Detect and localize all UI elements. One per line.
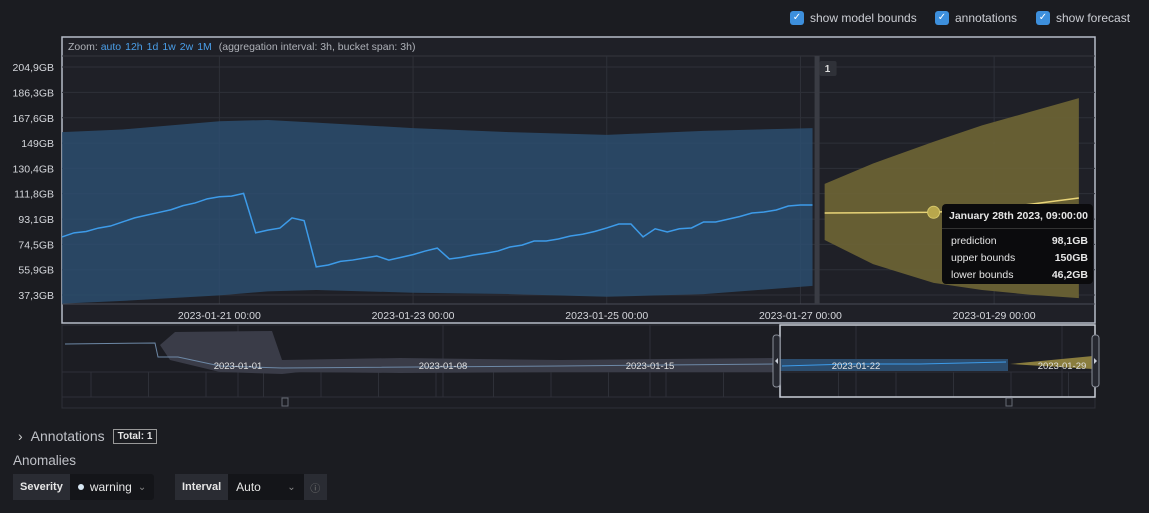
context-bounds-band — [160, 331, 775, 374]
context-x-tick-label: 2023-01-08 — [419, 361, 468, 372]
actual-line — [61, 192, 813, 268]
context-x-tick-label: 2023-01-29 — [1038, 361, 1087, 372]
interval-label: Interval — [175, 474, 229, 500]
anomalies-heading: Anomalies — [13, 453, 77, 468]
annotation-marker — [814, 56, 820, 304]
chevron-right-icon: › — [18, 428, 23, 444]
zoom-option-2w[interactable]: 2w — [179, 41, 194, 53]
annotation-label: 1 — [825, 64, 831, 75]
context-x-tick-label: 2023-01-01 — [214, 361, 263, 372]
forecast-hover-marker — [927, 205, 941, 219]
show-forecast-label: show forecast — [1056, 11, 1131, 25]
context-forecast-band — [1010, 356, 1093, 369]
caret-right-icon — [1094, 358, 1097, 364]
tooltip-row-upper: upper bounds 150GB — [942, 250, 1093, 267]
context-selected-line — [781, 361, 1007, 367]
tooltip-label: prediction — [951, 235, 997, 247]
zoom-option-1d[interactable]: 1d — [146, 41, 159, 53]
interval-select[interactable]: Interval Auto ⌄ ⓘ — [175, 474, 327, 500]
tooltip-value: 98,1GB — [1051, 235, 1088, 247]
show-forecast-checkbox[interactable]: ✓ show forecast — [1036, 11, 1130, 25]
tooltip-row-prediction: prediction 98,1GB — [942, 233, 1093, 250]
severity-dot-icon — [77, 484, 84, 490]
y-tick-label: 204,9GB — [13, 62, 54, 74]
checkbox-check-icon: ✓ — [1036, 11, 1050, 25]
tooltip-value: 150GB — [1054, 252, 1088, 264]
annotations-checkbox[interactable]: ✓ annotations — [935, 11, 1017, 25]
actual-series — [61, 192, 813, 268]
annotations-total-badge: Total: 1 — [112, 428, 158, 444]
y-tick-label: 37,3GB — [18, 290, 54, 302]
annotation-label-box — [819, 61, 837, 76]
zoom-option-12h[interactable]: 12h — [125, 41, 143, 53]
scroll-handle-right[interactable] — [1005, 397, 1013, 407]
checkbox-check-icon: ✓ — [935, 11, 949, 25]
zoom-option-1w[interactable]: 1w — [162, 41, 176, 53]
tooltip-row-lower: lower bounds 46,2GB — [942, 267, 1093, 284]
x-axis: 2023-01-21 00:00 2023-01-23 00:00 2023-01-… — [178, 310, 1036, 322]
model-bounds-area — [62, 119, 813, 304]
annotations-toggle[interactable]: › Annotations Total: 1 — [18, 428, 158, 444]
x-tick-label: 2023-01-21 00:00 — [178, 310, 261, 322]
tooltip-label: upper bounds — [951, 252, 1016, 264]
scroll-handle-left[interactable] — [281, 397, 289, 407]
context-series-line — [64, 342, 776, 369]
chevron-down-icon: ⌄ — [137, 481, 147, 493]
tooltip-label: lower bounds — [951, 269, 1014, 281]
x-tick-label: 2023-01-27 00:00 — [759, 310, 842, 322]
anomaly-chart[interactable]: 1 204,9GB 186,3GB 167,6GB 149GB 130,4GB 111,8… — [0, 0, 1149, 420]
checkbox-check-icon: ✓ — [790, 11, 804, 25]
context-chart[interactable]: 2023-01-01 2023-01-08 2023-01-15 2023-01-22… — [61, 324, 1100, 409]
y-tick-label: 149GB — [21, 138, 54, 150]
y-tick-label: 167,6GB — [13, 113, 54, 125]
annotations-label: annotations — [955, 11, 1018, 25]
caret-left-icon — [775, 358, 778, 364]
y-tick-label: 186,3GB — [13, 87, 54, 99]
severity-select[interactable]: Severity warning ⌄ — [13, 474, 154, 500]
y-tick-label: 74,5GB — [18, 239, 54, 251]
annotation[interactable]: 1 — [814, 56, 837, 304]
zoom-bar: Zoom: auto 12h 1d 1w 2w 1M (aggregation inter… — [68, 41, 415, 53]
x-tick-label: 2023-01-29 00:00 — [953, 310, 1036, 322]
y-tick-label: 130,4GB — [13, 163, 54, 175]
zoom-option-auto[interactable]: auto — [100, 41, 122, 53]
context-x-tick-label: 2023-01-15 — [626, 361, 675, 372]
help-icon[interactable]: ⓘ — [303, 474, 327, 500]
zoom-label: Zoom: — [68, 41, 98, 53]
context-x-tick-label: 2023-01-22 — [832, 361, 881, 372]
show-model-bounds-label: show model bounds — [810, 11, 917, 25]
annotations-heading: Annotations — [30, 428, 105, 444]
zoom-option-1m[interactable]: 1M — [197, 41, 212, 53]
show-model-bounds-checkbox[interactable]: ✓ show model bounds — [790, 11, 917, 25]
severity-label: Severity — [13, 474, 70, 500]
chart-tooltip: January 28th 2023, 09:00:00 prediction 98… — [942, 204, 1093, 284]
interval-value: Auto — [236, 480, 261, 494]
aggregation-info: (aggregation interval: 3h, bucket span: … — [218, 41, 416, 53]
y-tick-label: 55,9GB — [18, 265, 54, 277]
tooltip-title: January 28th 2023, 09:00:00 — [949, 210, 1088, 222]
y-axis: 204,9GB 186,3GB 167,6GB 149GB 130,4GB 111,8GB… — [13, 62, 54, 302]
chevron-down-icon: ⌄ — [287, 481, 296, 493]
x-tick-label: 2023-01-23 00:00 — [372, 310, 455, 322]
tooltip-value: 46,2GB — [1051, 269, 1088, 281]
severity-value: warning — [89, 480, 132, 494]
context-selected-bounds — [780, 359, 1008, 371]
y-tick-label: 111,8GB — [14, 189, 54, 201]
x-tick-label: 2023-01-25 00:00 — [565, 310, 648, 322]
model-bounds — [62, 119, 813, 304]
y-tick-label: 93,1GB — [18, 214, 54, 226]
